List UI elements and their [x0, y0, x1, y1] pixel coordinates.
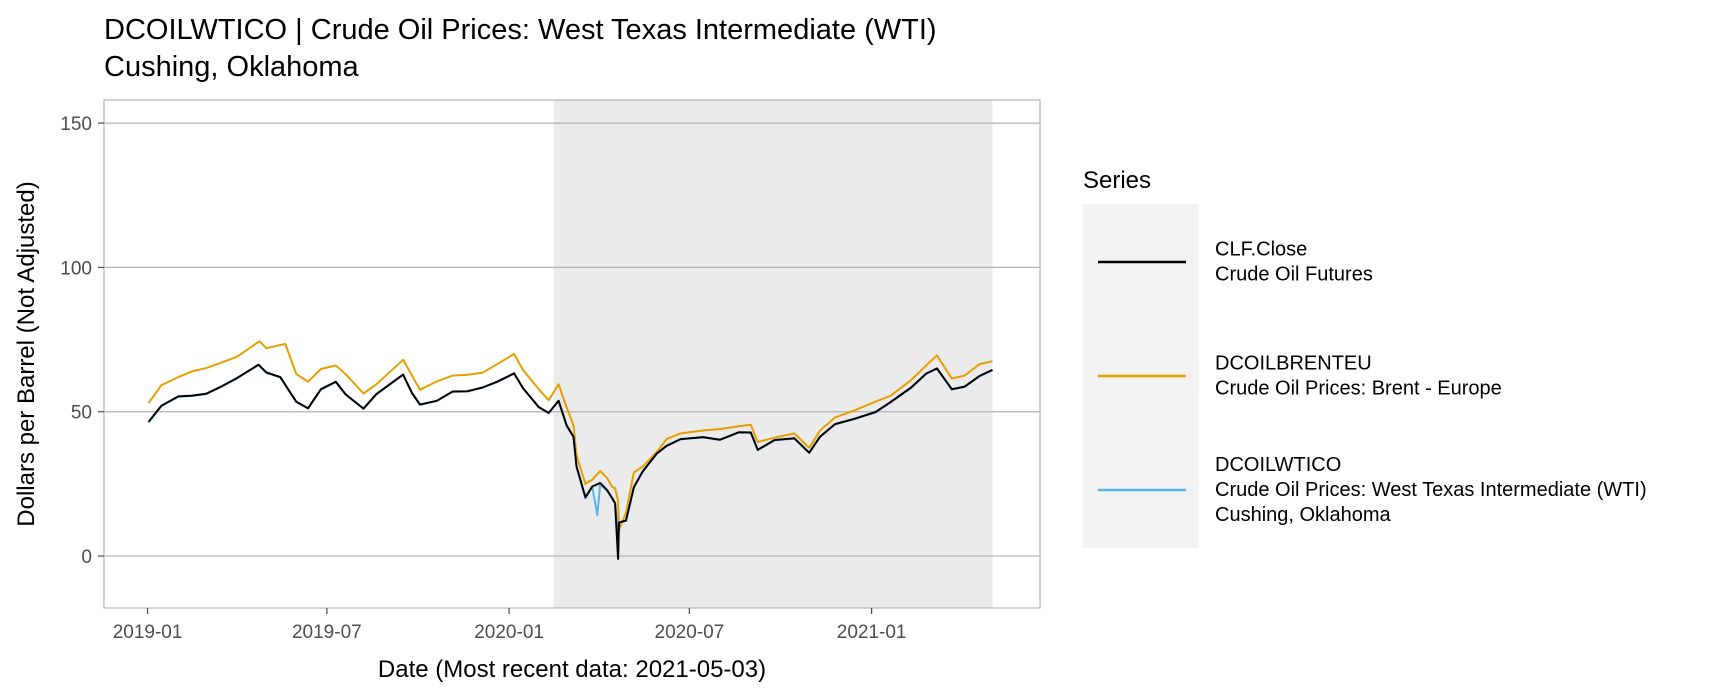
- series-line-dcoilbrenteu: [147, 340, 993, 531]
- legend-label: Crude Oil Futures: [1215, 264, 1373, 286]
- x-tick-label: 2019-07: [292, 622, 362, 643]
- chart-subtitle: Cushing, Oklahoma: [104, 51, 360, 83]
- legend-label: CLF.Close: [1215, 239, 1307, 261]
- y-tick-label: 50: [71, 403, 92, 424]
- y-axis-title: Dollars per Barrel (Not Adjusted): [13, 181, 40, 526]
- plot-border: [103, 99, 1041, 609]
- x-tick-label: 2020-01: [474, 622, 544, 643]
- x-axis-title: Date (Most recent data: 2021-05-03): [378, 656, 766, 683]
- x-tick-label: 2019-01: [113, 622, 183, 643]
- y-tick-label: 150: [60, 114, 92, 135]
- legend-title: Series: [1083, 167, 1151, 194]
- gridlines: [104, 122, 1040, 557]
- legend-label: Crude Oil Prices: Brent - Europe: [1215, 378, 1502, 400]
- y-tick-label: 0: [81, 547, 92, 568]
- legend-label: Cushing, Oklahoma: [1215, 504, 1392, 526]
- axes: 0 50 100 150 2019-01 2019-07 2020-01 2020-07 202…: [60, 114, 906, 643]
- shaded-period-region: [553, 100, 993, 608]
- chart-title: DCOILWTICO | Crude Oil Prices: West Texa…: [104, 14, 937, 46]
- legend-label: DCOILBRENTEU: [1215, 353, 1372, 375]
- legend-label: DCOILWTICO: [1215, 454, 1341, 476]
- legend: Series CLF.Close Crude Oil Futures DCOILBR…: [1083, 167, 1647, 548]
- series-lines: [147, 340, 993, 560]
- x-tick-label: 2021-01: [837, 622, 907, 643]
- y-tick-label: 100: [60, 258, 92, 279]
- x-tick-label: 2020-07: [655, 622, 725, 643]
- series-line-clf-close: [147, 363, 993, 560]
- legend-label: Crude Oil Prices: West Texas Intermediat…: [1215, 479, 1647, 501]
